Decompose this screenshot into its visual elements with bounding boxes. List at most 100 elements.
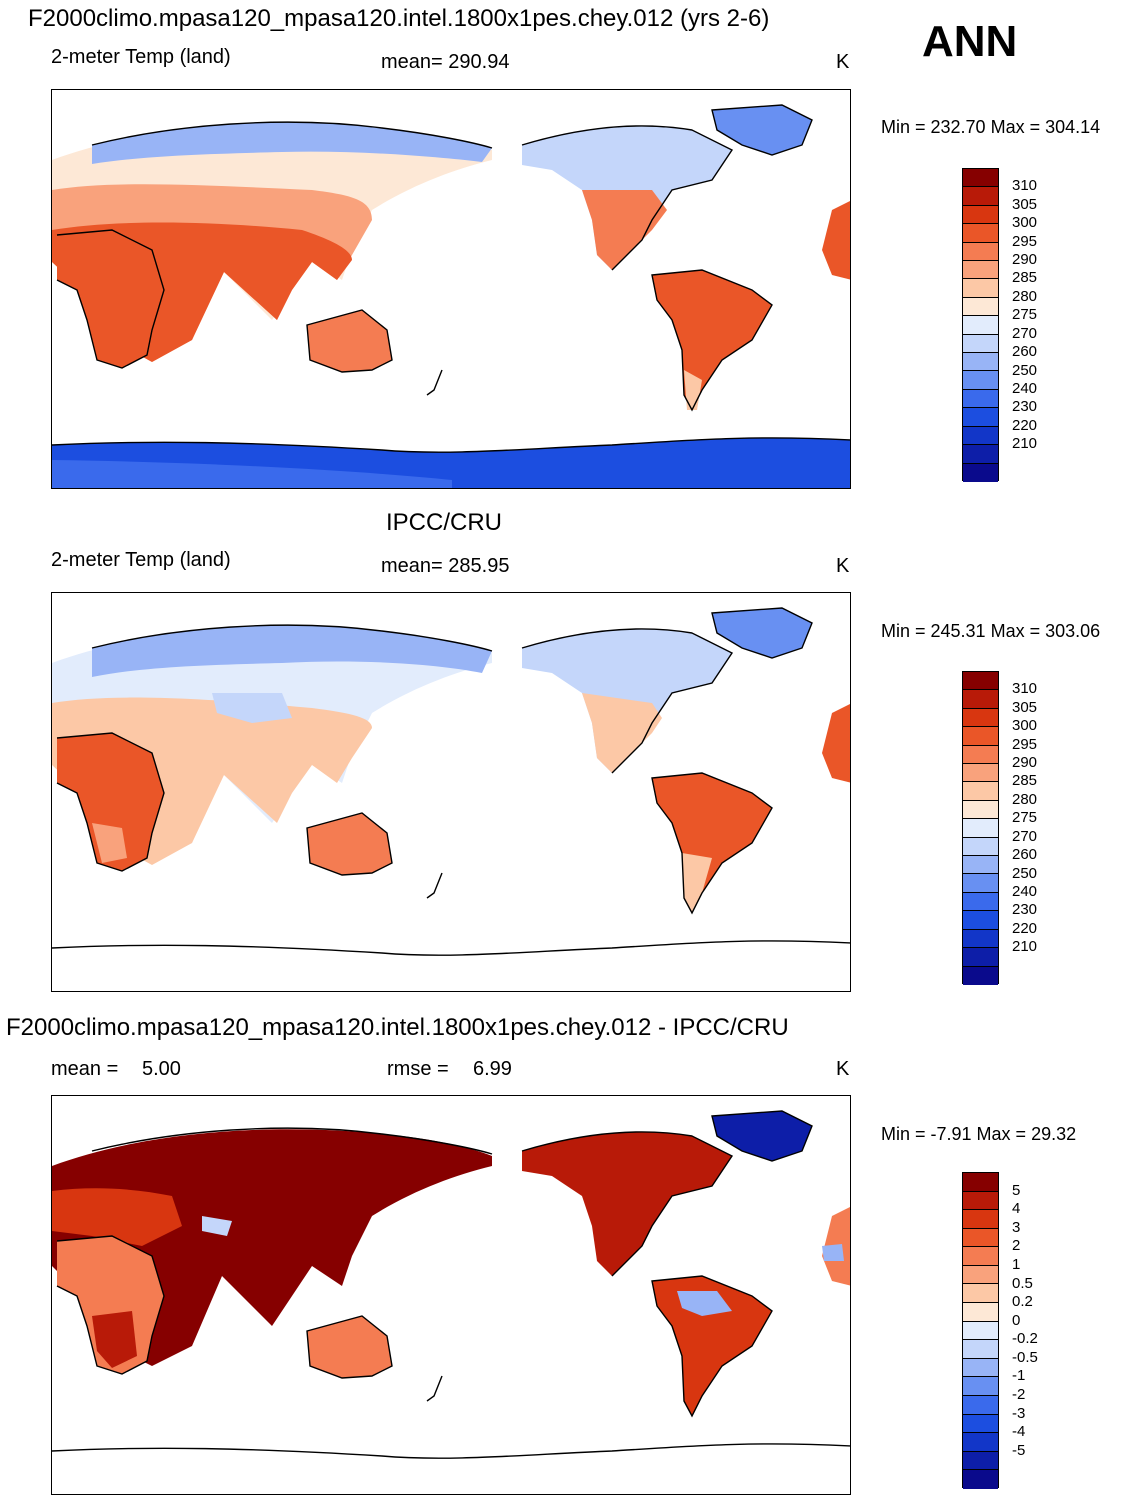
colorbar-swatch — [963, 261, 998, 280]
colorbar-swatch — [963, 426, 998, 446]
colorbar-swatch — [963, 1451, 998, 1471]
panel3-rmse-label: rmse = — [387, 1058, 449, 1080]
colorbar-swatch — [963, 782, 998, 801]
colorbar-swatch — [963, 1228, 998, 1248]
colorbar-label: 0.5 — [1012, 1274, 1033, 1292]
colorbar-swatch — [963, 1433, 998, 1452]
colorbar-swatch — [963, 242, 998, 262]
colorbar-label: 0 — [1012, 1311, 1021, 1329]
panel3-units: K — [836, 1058, 850, 1080]
colorbar-swatch — [963, 297, 998, 317]
colorbar-label: 1 — [1012, 1255, 1021, 1273]
panel2-minmax: Min = 245.31 Max = 303.06 — [881, 621, 1101, 641]
colorbar-swatch — [963, 745, 998, 765]
colorbar-swatch — [963, 205, 998, 225]
colorbar-swatch — [963, 819, 998, 838]
colorbar-swatch — [963, 169, 998, 188]
panel2-variable: 2-meter Temp (land) — [51, 549, 231, 571]
colorbar-swatch — [963, 224, 998, 243]
panel1-colorbar — [962, 168, 999, 482]
panel3-title: F2000climo.mpasa120_mpasa120.intel.1800x… — [6, 1014, 789, 1041]
colorbar-label: 260 — [1012, 343, 1038, 361]
colorbar-label: 280 — [1012, 287, 1038, 305]
observed-temperature-map — [52, 607, 850, 956]
colorbar-swatch — [963, 1173, 998, 1192]
colorbar-swatch — [963, 708, 998, 728]
colorbar-label: 250 — [1012, 864, 1038, 882]
colorbar-swatch — [963, 856, 998, 875]
colorbar-label: 0.2 — [1012, 1293, 1033, 1311]
colorbar-label: 4 — [1012, 1200, 1021, 1218]
panel1-map — [51, 89, 851, 489]
colorbar-swatch — [963, 874, 998, 893]
colorbar-label: 2 — [1012, 1237, 1021, 1255]
colorbar-label: 295 — [1012, 232, 1038, 250]
colorbar-label: 310 — [1012, 680, 1038, 698]
panel3-minmax: Min = -7.91 Max = 29.32 — [881, 1124, 1077, 1144]
colorbar-label: 290 — [1012, 754, 1038, 772]
colorbar-swatch — [963, 334, 998, 354]
colorbar-label: -0.5 — [1012, 1348, 1038, 1366]
panel3-rmse-value: 6.99 — [473, 1058, 512, 1080]
season-label: ANN — [922, 17, 1018, 66]
colorbar-label: -4 — [1012, 1423, 1026, 1441]
colorbar-label: 270 — [1012, 324, 1038, 342]
panel2-map — [51, 592, 851, 992]
colorbar-label: 210 — [1012, 435, 1038, 453]
panel1-units: K — [836, 51, 850, 73]
colorbar-swatch — [963, 187, 998, 206]
colorbar-label: 220 — [1012, 416, 1038, 434]
colorbar-label: 300 — [1012, 214, 1038, 232]
colorbar-swatch — [963, 690, 998, 709]
panel2-title: IPCC/CRU — [386, 509, 503, 536]
panel1-variable: 2-meter Temp (land) — [51, 46, 231, 68]
colorbar-swatch — [963, 800, 998, 820]
colorbar-label: 275 — [1012, 809, 1038, 827]
colorbar-label: 285 — [1012, 269, 1038, 287]
panel3-map — [51, 1095, 851, 1495]
colorbar-label: 3 — [1012, 1218, 1021, 1236]
colorbar-label: 260 — [1012, 846, 1038, 864]
colorbar-label: 5 — [1012, 1181, 1021, 1199]
colorbar-swatch — [963, 445, 998, 464]
colorbar-label: 230 — [1012, 398, 1038, 416]
colorbar-swatch — [963, 353, 998, 372]
colorbar-swatch — [963, 966, 998, 985]
colorbar-label: 285 — [1012, 772, 1038, 790]
colorbar-label: 295 — [1012, 735, 1038, 753]
colorbar-label: -2 — [1012, 1386, 1026, 1404]
panel2-units: K — [836, 555, 850, 577]
colorbar-swatch — [963, 1191, 998, 1211]
colorbar-label: 240 — [1012, 379, 1038, 397]
panel3-mean-label: mean = — [51, 1058, 119, 1080]
colorbar-swatch — [963, 463, 998, 482]
panel2-colorbar — [962, 671, 999, 985]
colorbar-swatch — [963, 837, 998, 857]
colorbar-swatch — [963, 1377, 998, 1396]
colorbar-label: 270 — [1012, 827, 1038, 845]
colorbar-swatch — [963, 892, 998, 912]
colorbar-swatch — [963, 764, 998, 783]
colorbar-label: 210 — [1012, 938, 1038, 956]
model-temperature-map — [52, 104, 850, 488]
colorbar-swatch — [963, 948, 998, 967]
colorbar-swatch — [963, 1303, 998, 1322]
colorbar-label: 230 — [1012, 901, 1038, 919]
colorbar-swatch — [963, 1284, 998, 1304]
colorbar-label: 305 — [1012, 195, 1038, 213]
colorbar-label: 240 — [1012, 882, 1038, 900]
colorbar-swatch — [963, 408, 998, 427]
panel2-mean: mean= 285.95 — [381, 555, 510, 577]
colorbar-swatch — [963, 1210, 998, 1229]
colorbar-label: 300 — [1012, 717, 1038, 735]
colorbar-label: 305 — [1012, 698, 1038, 716]
difference-map — [52, 1110, 850, 1459]
colorbar-swatch — [963, 371, 998, 390]
panel3-mean-value: 5.00 — [142, 1058, 181, 1080]
colorbar-swatch — [963, 1265, 998, 1285]
colorbar-swatch — [963, 1247, 998, 1266]
colorbar-label: -3 — [1012, 1404, 1026, 1422]
colorbar-swatch — [963, 911, 998, 930]
colorbar-swatch — [963, 1470, 998, 1489]
colorbar-label: 290 — [1012, 251, 1038, 269]
